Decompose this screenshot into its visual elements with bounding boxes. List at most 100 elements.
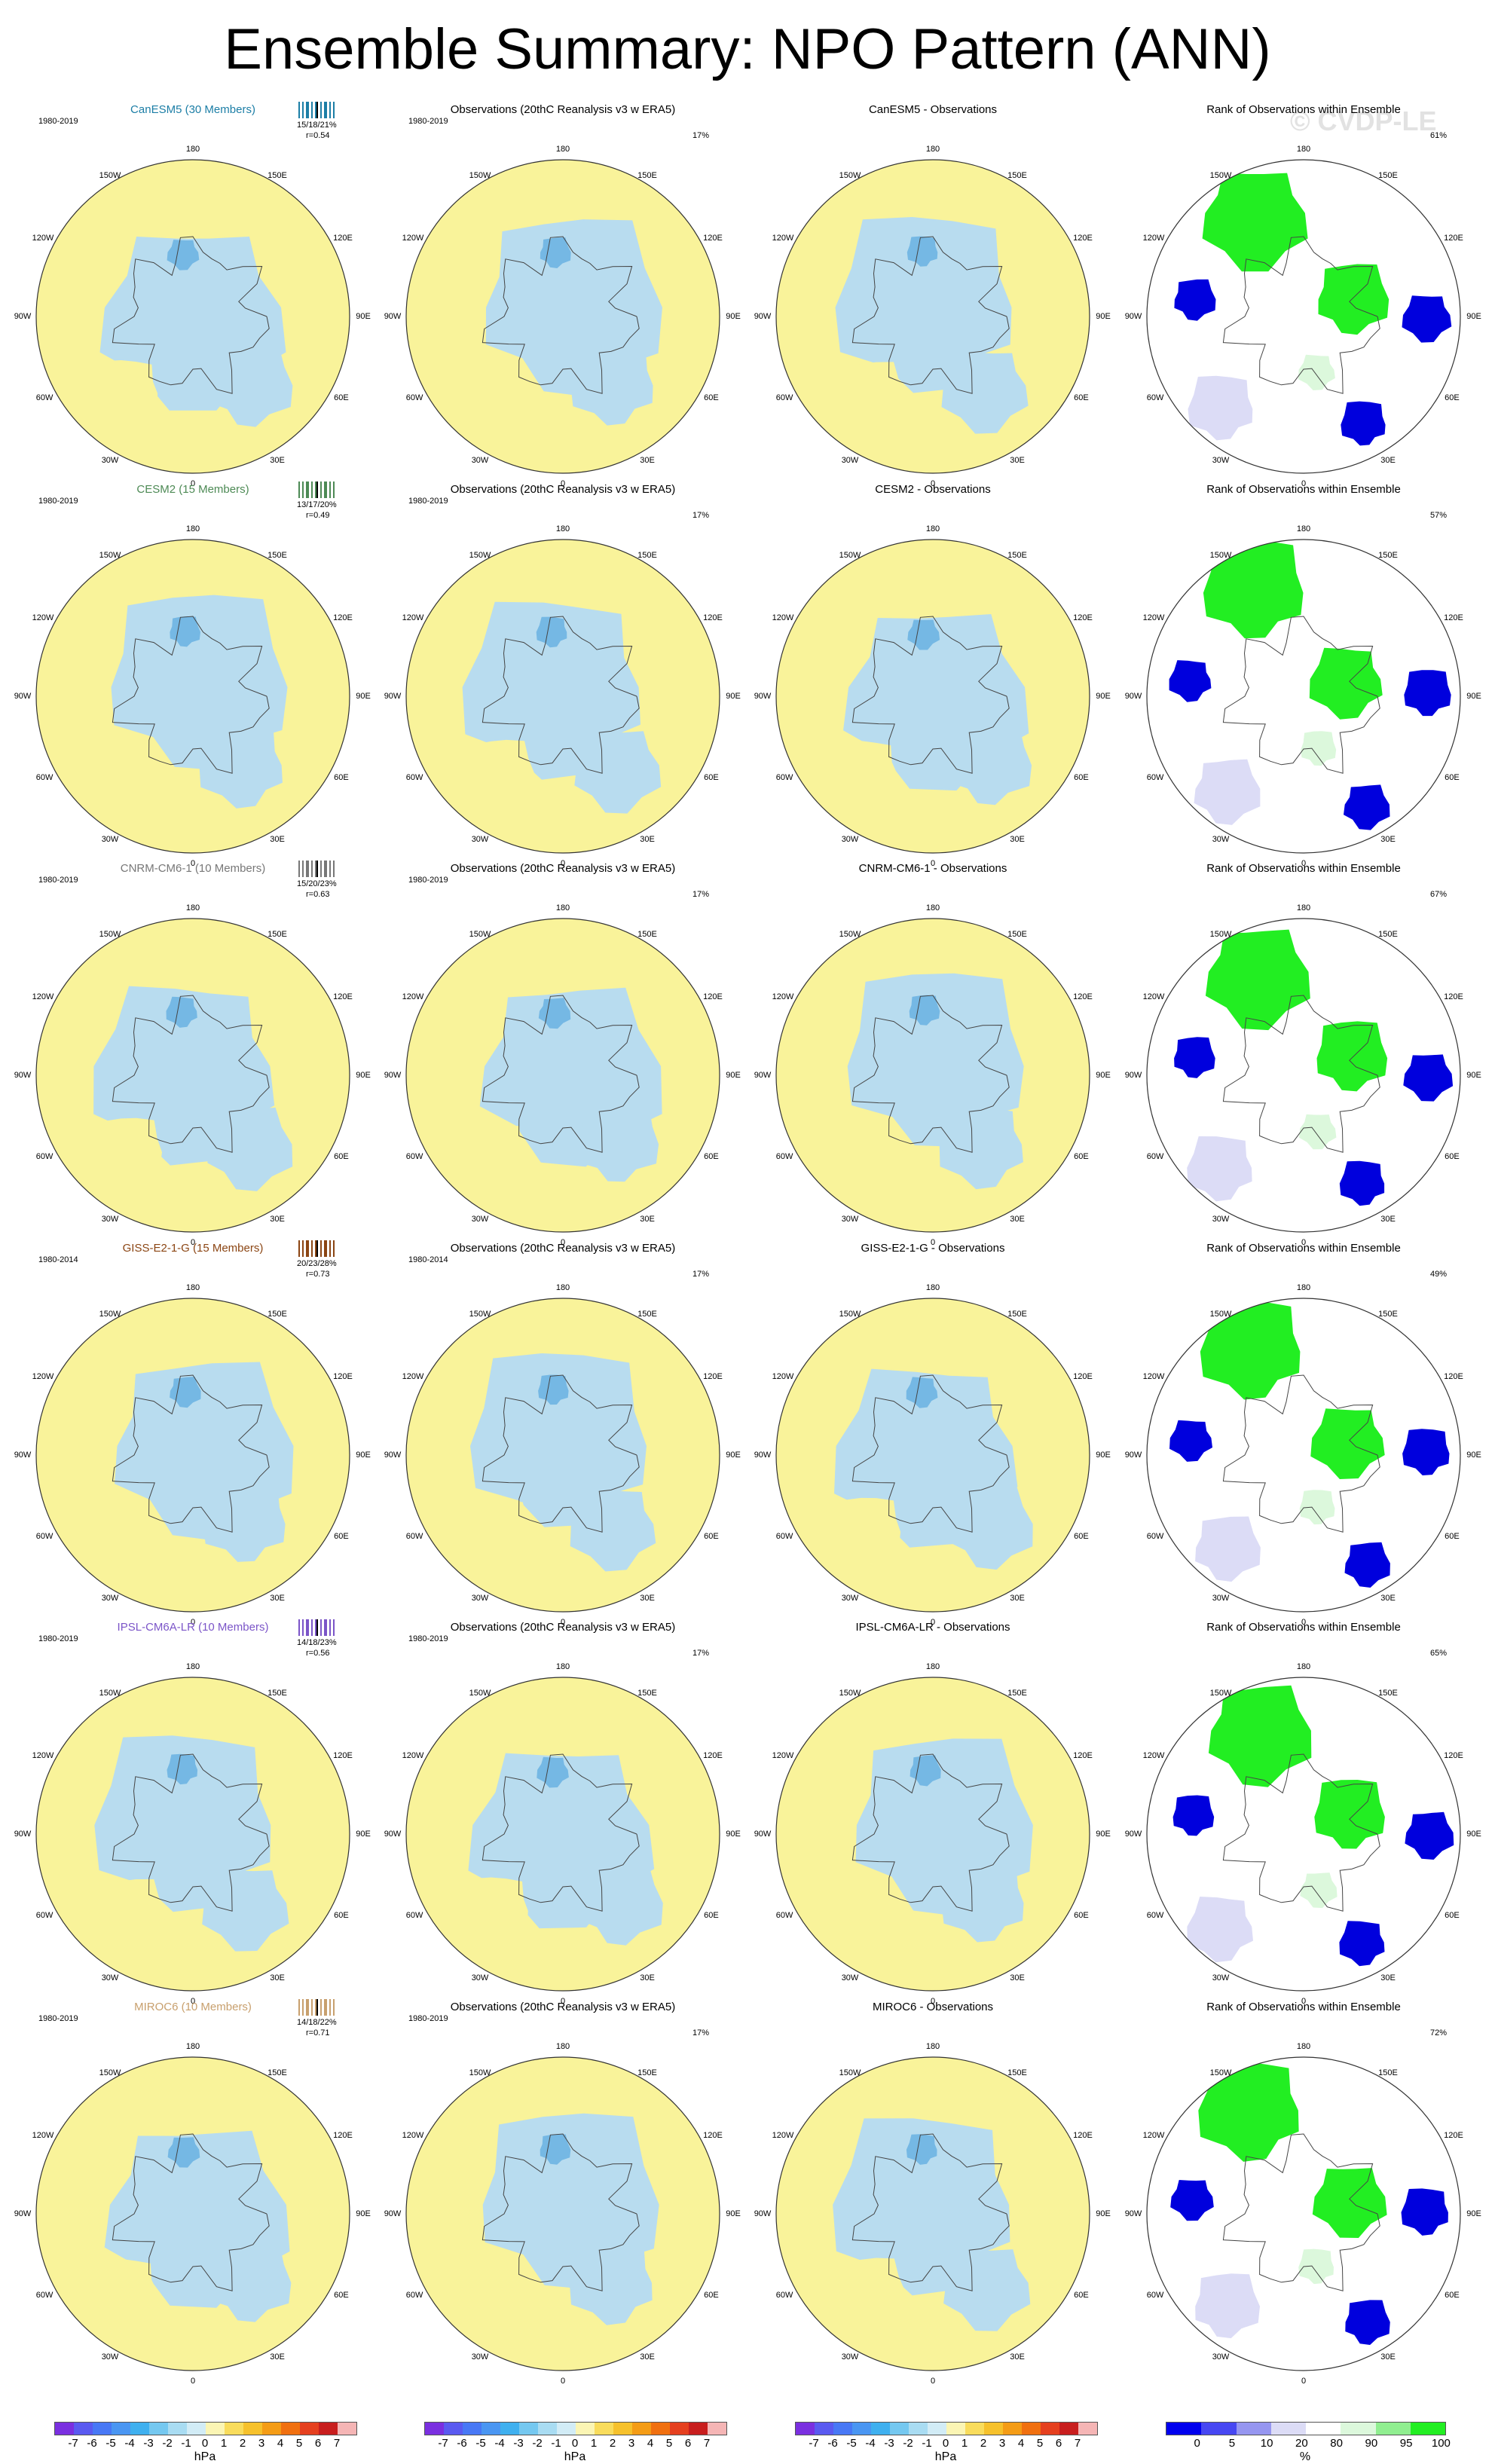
obs-percent: 17% <box>692 1269 710 1279</box>
grid-label-r4: 60E <box>1074 1152 1089 1161</box>
grid-label-r3: 90E <box>726 1450 741 1460</box>
grid-label-lb: 30W <box>101 1973 119 1983</box>
colorbar-tick: -3 <box>513 2437 524 2450</box>
grid-label-l4: 60W <box>35 772 54 782</box>
colorbar-tick: 5 <box>295 2437 303 2450</box>
grid-label-lt: 150W <box>469 1689 491 1698</box>
ensemble-member-tick <box>298 861 300 877</box>
obs-period-label: 1980-2019 <box>408 2013 448 2023</box>
grid-label-lt: 150W <box>99 171 121 181</box>
obs-period-label: 1980-2019 <box>408 496 448 506</box>
grid-label-lt: 150W <box>1209 2068 1232 2077</box>
grid-label-lb: 30W <box>841 1214 859 1224</box>
grid-label-r4: 60E <box>704 1911 719 1920</box>
grid-label-lt: 150W <box>839 930 861 940</box>
grid-label-l3: 90W <box>384 691 402 701</box>
colorbar-swatch <box>482 2423 500 2435</box>
grid-label-rb: 30E <box>1380 1214 1396 1224</box>
pattern-correlation: r=0.73 <box>306 1269 330 1279</box>
grid-label-r2: 120E <box>1444 613 1463 622</box>
grid-label-l2: 120W <box>1142 992 1165 1001</box>
ensemble-member-tick <box>298 481 300 498</box>
grid-label-lt: 150W <box>469 930 491 940</box>
grid-label-bottom: 0 <box>190 1617 196 1627</box>
ensemble-member-tick <box>316 1619 318 1636</box>
ensemble-member-tick <box>315 102 316 118</box>
grid-label-r2: 120E <box>703 992 723 1001</box>
grid-label-r4: 60E <box>1445 1152 1460 1161</box>
colorbar-tick: -7 <box>809 2437 819 2450</box>
grid-label-lb: 30W <box>101 455 119 465</box>
colorbar-unit: hPa <box>934 2450 957 2463</box>
period-label: 1980-2019 <box>38 496 78 506</box>
grid-label-r3: 90E <box>726 2209 741 2218</box>
grid-label-l2: 120W <box>1142 1371 1165 1381</box>
grid-label-lb: 30W <box>101 1214 119 1224</box>
ensemble-member-tick <box>333 861 335 877</box>
colorbar-tick: 1 <box>590 2437 598 2450</box>
ensemble-stats: 14/18/23% <box>297 1638 337 1647</box>
colorbar-tick: 95 <box>1399 2437 1413 2450</box>
grid-label-l3: 90W <box>14 691 32 701</box>
ensemble-member-tick <box>298 1998 300 2016</box>
grid-label-l2: 120W <box>32 1371 54 1381</box>
ensemble-member-tick <box>326 1998 327 2016</box>
grid-label-r2: 120E <box>333 1371 353 1381</box>
grid-label-top: 180 <box>925 1662 940 1671</box>
rank-map <box>1146 2056 1461 2371</box>
ensemble-member-tick <box>326 102 327 118</box>
colorbar-swatch <box>1236 2423 1271 2435</box>
ensemble-member-tick <box>333 1240 335 1257</box>
ensemble-member-tick <box>320 481 322 498</box>
grid-label-top: 180 <box>925 903 940 913</box>
colorbar-swatch <box>595 2423 613 2435</box>
grid-label-l4: 60W <box>405 1531 423 1541</box>
grid-label-r4: 60E <box>704 1531 719 1541</box>
grid-label-top: 180 <box>1296 524 1311 533</box>
difference-map <box>775 1677 1090 1992</box>
colorbar-tick: 5 <box>1228 2437 1236 2450</box>
grid-label-r3: 90E <box>1466 691 1481 701</box>
colorbar-tick: -5 <box>105 2437 116 2450</box>
ensemble-member-tick <box>302 1619 304 1636</box>
colorbar-swatch <box>1375 2423 1411 2435</box>
ensemble-spread-icon <box>295 1619 340 1636</box>
grid-label-lb: 30W <box>841 1973 859 1983</box>
ensemble-member-tick <box>333 102 335 118</box>
grid-label-l4: 60W <box>35 2290 54 2300</box>
colorbar-tick: 10 <box>1260 2437 1273 2450</box>
grid-label-r3: 90E <box>726 1071 741 1080</box>
ensemble-member-tick <box>316 481 318 498</box>
colorbar-unit: hPa <box>564 2450 586 2463</box>
grid-label-rb: 30E <box>640 455 655 465</box>
colorbar-swatch <box>338 2423 356 2435</box>
grid-label-r2: 120E <box>703 613 723 622</box>
grid-label-l3: 90W <box>384 2209 402 2218</box>
colorbar-tick: 5 <box>665 2437 673 2450</box>
grid-label-bottom: 0 <box>190 1997 196 2006</box>
grid-label-rt: 150E <box>1007 171 1027 181</box>
grid-label-r3: 90E <box>1096 1071 1111 1080</box>
grid-label-rt: 150E <box>637 1309 657 1319</box>
ensemble-member-tick <box>315 1998 316 2016</box>
grid-label-lt: 150W <box>99 2068 121 2077</box>
colorbar-tick: 80 <box>1330 2437 1343 2450</box>
grid-label-bottom: 0 <box>1301 2376 1307 2386</box>
ensemble-member-tick <box>315 861 316 877</box>
colorbar-swatch <box>281 2423 300 2435</box>
grid-label-rb: 30E <box>640 1973 655 1983</box>
grid-label-l4: 60W <box>405 1152 423 1161</box>
grid-label-l3: 90W <box>1124 312 1142 321</box>
ensemble-member-tick <box>320 102 322 118</box>
ensemble-stats: 13/17/20% <box>297 500 337 509</box>
grid-label-r3: 90E <box>726 1830 741 1839</box>
colorbar-tick: 3 <box>628 2437 635 2450</box>
model-title: IPSL-CM6A-LR (10 Members) <box>117 1621 269 1634</box>
colorbar-swatch <box>796 2423 815 2435</box>
colorbar-swatch <box>500 2423 519 2435</box>
grid-label-top: 180 <box>185 2041 200 2051</box>
ensemble-member-tick <box>298 1240 300 1257</box>
watermark: © CVDP-LE <box>1290 105 1437 136</box>
colorbar-swatch <box>1270 2423 1306 2435</box>
ensemble-member-tick <box>316 1998 318 2016</box>
